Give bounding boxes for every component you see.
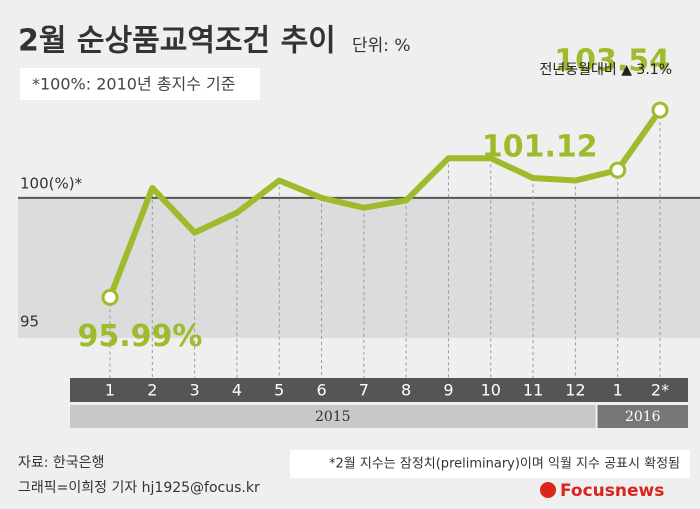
annotation: 전년동월대비 ▲ 3.1% bbox=[539, 62, 672, 78]
x-tick-label: 6 bbox=[316, 381, 326, 400]
footnote: *2월 지수는 잠정치(preliminary)이며 익월 지수 공표시 확정됨 bbox=[329, 457, 680, 472]
shaded-band bbox=[18, 197, 700, 338]
value-label: 95.99% bbox=[78, 319, 203, 354]
unit: 단위: % bbox=[352, 36, 411, 56]
footnote-box bbox=[290, 450, 690, 478]
note: *100%: 2010년 총지수 기준 bbox=[32, 75, 235, 94]
x-tick-label: 1 bbox=[105, 381, 115, 400]
credit: 그래픽=이희정 기자 hj1925@focus.kr bbox=[18, 480, 260, 496]
x-tick-label: 1 bbox=[613, 381, 623, 400]
y-tick-label: 100(%)* bbox=[20, 174, 83, 192]
category-bar bbox=[70, 378, 688, 402]
line bbox=[107, 108, 663, 299]
x-tick-label: 2* bbox=[651, 381, 669, 400]
note-box bbox=[20, 68, 260, 100]
year-label: 2015 bbox=[315, 409, 351, 425]
point bbox=[651, 101, 669, 119]
x-tick-label: 2 bbox=[147, 381, 157, 400]
x-tick-label: 7 bbox=[359, 381, 369, 400]
value-label: 103.54 bbox=[554, 44, 670, 79]
chart-title: 2월 순상품교역조건 추이 bbox=[18, 24, 336, 59]
x-tick-label: 8 bbox=[401, 381, 411, 400]
x-tick-label: 10 bbox=[481, 381, 501, 400]
year-bar bbox=[597, 405, 688, 428]
value-label: 101.12 bbox=[482, 130, 598, 165]
x-tick-label: 4 bbox=[232, 381, 242, 400]
logo: Focusnews bbox=[560, 481, 664, 501]
x-tick-label: 11 bbox=[523, 381, 543, 400]
year-label: 2016 bbox=[625, 409, 661, 425]
x-tick-label: 12 bbox=[565, 381, 585, 400]
x-tick-label: 9 bbox=[443, 381, 453, 400]
source: 자료: 한국은행 bbox=[18, 455, 104, 471]
point bbox=[101, 288, 119, 306]
year-bar bbox=[70, 405, 596, 428]
x-tick-label: 3 bbox=[190, 381, 200, 400]
logo-mark bbox=[540, 482, 556, 498]
point bbox=[609, 161, 627, 179]
x-tick-label: 5 bbox=[274, 381, 284, 400]
y-tick-label: 95 bbox=[20, 312, 39, 330]
